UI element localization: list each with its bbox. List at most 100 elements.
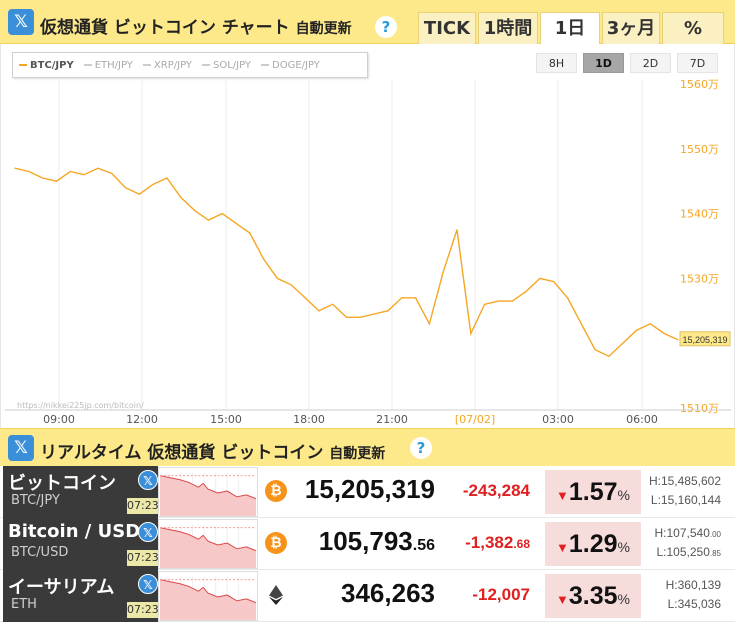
help-icon[interactable]: ? (410, 437, 432, 459)
low-value: L:345,036 (667, 597, 721, 611)
x-share-icon[interactable]: 𝕏 (8, 9, 34, 35)
tab-percent[interactable]: % (662, 12, 724, 44)
coin-symbol: BTC/USD (11, 545, 69, 560)
legend-item-eth[interactable]: ETH/JPY (83, 60, 133, 71)
range-7d-button[interactable]: 7D (677, 53, 718, 73)
percent-unit: % (617, 591, 630, 607)
auto-update-label: 自動更新 (295, 21, 352, 37)
data-point (677, 339, 679, 341)
data-point (649, 323, 651, 325)
x-share-icon[interactable]: 𝕏 (138, 574, 158, 594)
percent-change-badge: ▼1.29% (545, 522, 641, 566)
sparkline-chart[interactable] (158, 571, 258, 621)
tab-1day[interactable]: 1日 (540, 12, 600, 44)
price-change: -243,284 (462, 481, 530, 500)
x-tick-label: 18:00 (293, 413, 325, 426)
range-2d-button[interactable]: 2D (630, 53, 671, 73)
data-point (124, 187, 127, 189)
data-point (235, 222, 237, 224)
low-value: L:15,160,144 (650, 493, 721, 507)
data-point (456, 229, 458, 231)
data-point (373, 313, 375, 315)
data-point (663, 332, 665, 335)
down-arrow-icon: ▼ (556, 488, 569, 503)
data-point (428, 323, 430, 325)
tab-3month[interactable]: 3ヶ月 (602, 12, 660, 44)
ticker-row[interactable]: イーサリアム ETH 𝕏 07:23 346,263 -12,007 ▼3.35… (0, 570, 735, 622)
data-point (28, 170, 30, 173)
data-point (180, 196, 182, 198)
range-8h-button[interactable]: 8H (536, 53, 577, 73)
update-time: 07:23 (127, 550, 159, 566)
range-1d-button[interactable]: 1D (583, 53, 624, 73)
data-point (539, 277, 541, 279)
x-tick-label: 09:00 (43, 413, 75, 426)
tab-tick[interactable]: TICK (418, 12, 476, 44)
bitcoin-icon: ₿ (265, 532, 287, 554)
x-share-icon[interactable]: 𝕏 (138, 522, 158, 542)
help-icon[interactable]: ? (375, 16, 397, 38)
realtime-title-text: リアルタイム 仮想通貨 ビットコイン (40, 443, 324, 463)
data-point (276, 277, 279, 279)
coin-name: ビットコイン (8, 473, 116, 494)
sparkline-chart[interactable] (158, 467, 258, 517)
coin-name-cell[interactable]: ビットコイン BTC/JPY 𝕏 07:23 (3, 466, 159, 518)
coin-name-cell[interactable]: Bitcoin / USD BTC/USD 𝕏 07:23 (3, 518, 159, 570)
bitcoin-icon: ₿ (265, 480, 287, 502)
data-point (69, 170, 71, 173)
ticker-row[interactable]: ビットコイン BTC/JPY 𝕏 07:23 ₿ 15,205,319 -243… (0, 466, 735, 518)
coin-symbol: BTC/JPY (11, 493, 60, 508)
data-point (111, 172, 113, 175)
data-point (484, 303, 486, 305)
chart-title-text: 仮想通貨 ビットコイン チャート (40, 18, 290, 38)
x-tick-label: [07/02] (455, 413, 495, 426)
legend-item-btc[interactable]: BTC/JPY (19, 60, 74, 71)
y-tick-label: 1560万 (680, 78, 719, 91)
legend-item-doge[interactable]: DOGE/JPY (261, 60, 320, 71)
data-point (497, 300, 500, 302)
high-value: H:107,540.00 (654, 526, 721, 540)
range-buttons: 8H 1D 2D 7D (536, 53, 724, 73)
high-value: H:360,139 (665, 578, 721, 592)
data-point (470, 332, 472, 335)
data-point (290, 284, 292, 286)
chart-area: 09:00 12:00 15:00 18:00 21:00 [07/02] 03:00 06:… (0, 44, 735, 428)
auto-update-label: 自動更新 (329, 446, 386, 462)
coin-name: Bitcoin / USD (8, 521, 141, 542)
data-point (138, 193, 140, 195)
last-value-badge (679, 331, 731, 347)
btc-price-line (14, 167, 679, 358)
x-tick-label: 15:00 (210, 413, 242, 426)
ticker-row[interactable]: Bitcoin / USD BTC/USD 𝕏 07:23 ₿ 105,793.… (0, 518, 735, 570)
realtime-title: リアルタイム 仮想通貨 ビットコイン 自動更新 (40, 438, 385, 463)
data-point (83, 174, 85, 176)
x-share-icon[interactable]: 𝕏 (8, 435, 34, 461)
percent-unit: % (617, 487, 630, 503)
data-point (635, 329, 638, 331)
data-point (442, 271, 444, 273)
data-point (332, 303, 334, 305)
legend-item-sol[interactable]: SOL/JPY (202, 60, 251, 71)
data-point (608, 355, 610, 357)
legend-item-xrp[interactable]: XRP/JPY (142, 60, 192, 71)
data-point (401, 297, 403, 299)
x-tick-label: 12:00 (126, 413, 158, 426)
tab-1hour[interactable]: 1時間 (478, 12, 538, 44)
x-share-icon[interactable]: 𝕏 (138, 470, 158, 490)
y-tick-label: 1540万 (680, 208, 719, 221)
data-point (580, 323, 582, 325)
data-point (304, 297, 306, 299)
price: 105,793.56 (318, 526, 435, 556)
low-value: L:105,250.85 (656, 545, 721, 559)
coin-name-cell[interactable]: イーサリアム ETH 𝕏 07:23 (3, 570, 159, 622)
chart-title: 仮想通貨 ビットコイン チャート 自動更新 (40, 13, 352, 38)
sparkline-chart[interactable] (158, 519, 258, 569)
data-point (55, 180, 58, 182)
x-tick-label: 06:00 (626, 413, 658, 426)
percent-value: 1.57 (568, 478, 618, 506)
percent-value: 1.29 (568, 530, 618, 558)
data-point (42, 177, 44, 179)
price: 15,205,319 (304, 474, 435, 504)
y-tick-label: 1530万 (680, 272, 719, 285)
chart-legend: BTC/JPY ETH/JPY XRP/JPY SOL/JPY DOGE/JPY (12, 52, 368, 78)
